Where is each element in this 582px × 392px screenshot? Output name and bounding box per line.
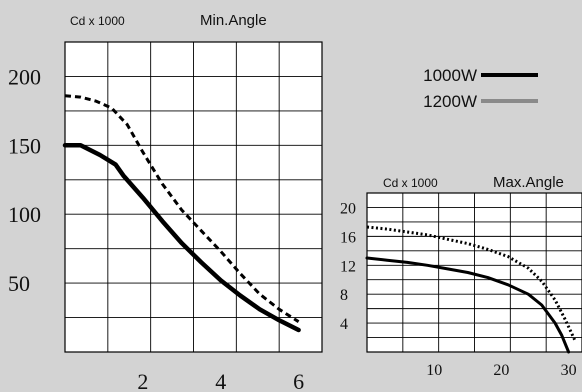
y-tick-label: 20 bbox=[340, 200, 356, 217]
chart-title: Max.Angle bbox=[493, 174, 564, 191]
x-tick-label: 6 bbox=[293, 369, 304, 392]
x-tick-label: 10 bbox=[426, 362, 442, 379]
x-tick-label: 4 bbox=[215, 369, 226, 392]
legend-label: 1000W bbox=[423, 66, 477, 85]
y-tick-label: 150 bbox=[8, 133, 41, 158]
chart-max-angle: 4 8 12 16 20 10 20 30 Cd x 1000 Max.Angle bbox=[340, 174, 582, 379]
series-line-solid bbox=[62, 143, 301, 333]
series-line-solid bbox=[365, 256, 571, 354]
x-tick-label: 20 bbox=[493, 362, 509, 379]
series-line-dotted bbox=[366, 225, 577, 342]
unit-label: Cd x 1000 bbox=[70, 14, 125, 28]
chart-title: Min.Angle bbox=[200, 12, 267, 29]
y-tick-label: 16 bbox=[340, 229, 356, 246]
y-tick-label: 50 bbox=[8, 271, 30, 296]
unit-label: Cd x 1000 bbox=[383, 176, 438, 190]
chart-min-angle: 50 100 150 200 2 4 6 Cd x 1000 Min.Angle bbox=[8, 12, 323, 392]
x-tick-label: 2 bbox=[137, 369, 148, 392]
y-tick-label: 12 bbox=[340, 258, 356, 275]
y-tick-label: 8 bbox=[340, 287, 348, 304]
y-tick-label: 100 bbox=[8, 202, 41, 227]
series-line-dashed bbox=[64, 94, 300, 323]
legend-label: 1200W bbox=[423, 92, 477, 111]
y-tick-label: 200 bbox=[8, 64, 41, 89]
x-tick-label: 30 bbox=[561, 362, 577, 379]
legend: 1000W 1200W bbox=[423, 66, 538, 111]
y-tick-label: 4 bbox=[340, 316, 348, 333]
